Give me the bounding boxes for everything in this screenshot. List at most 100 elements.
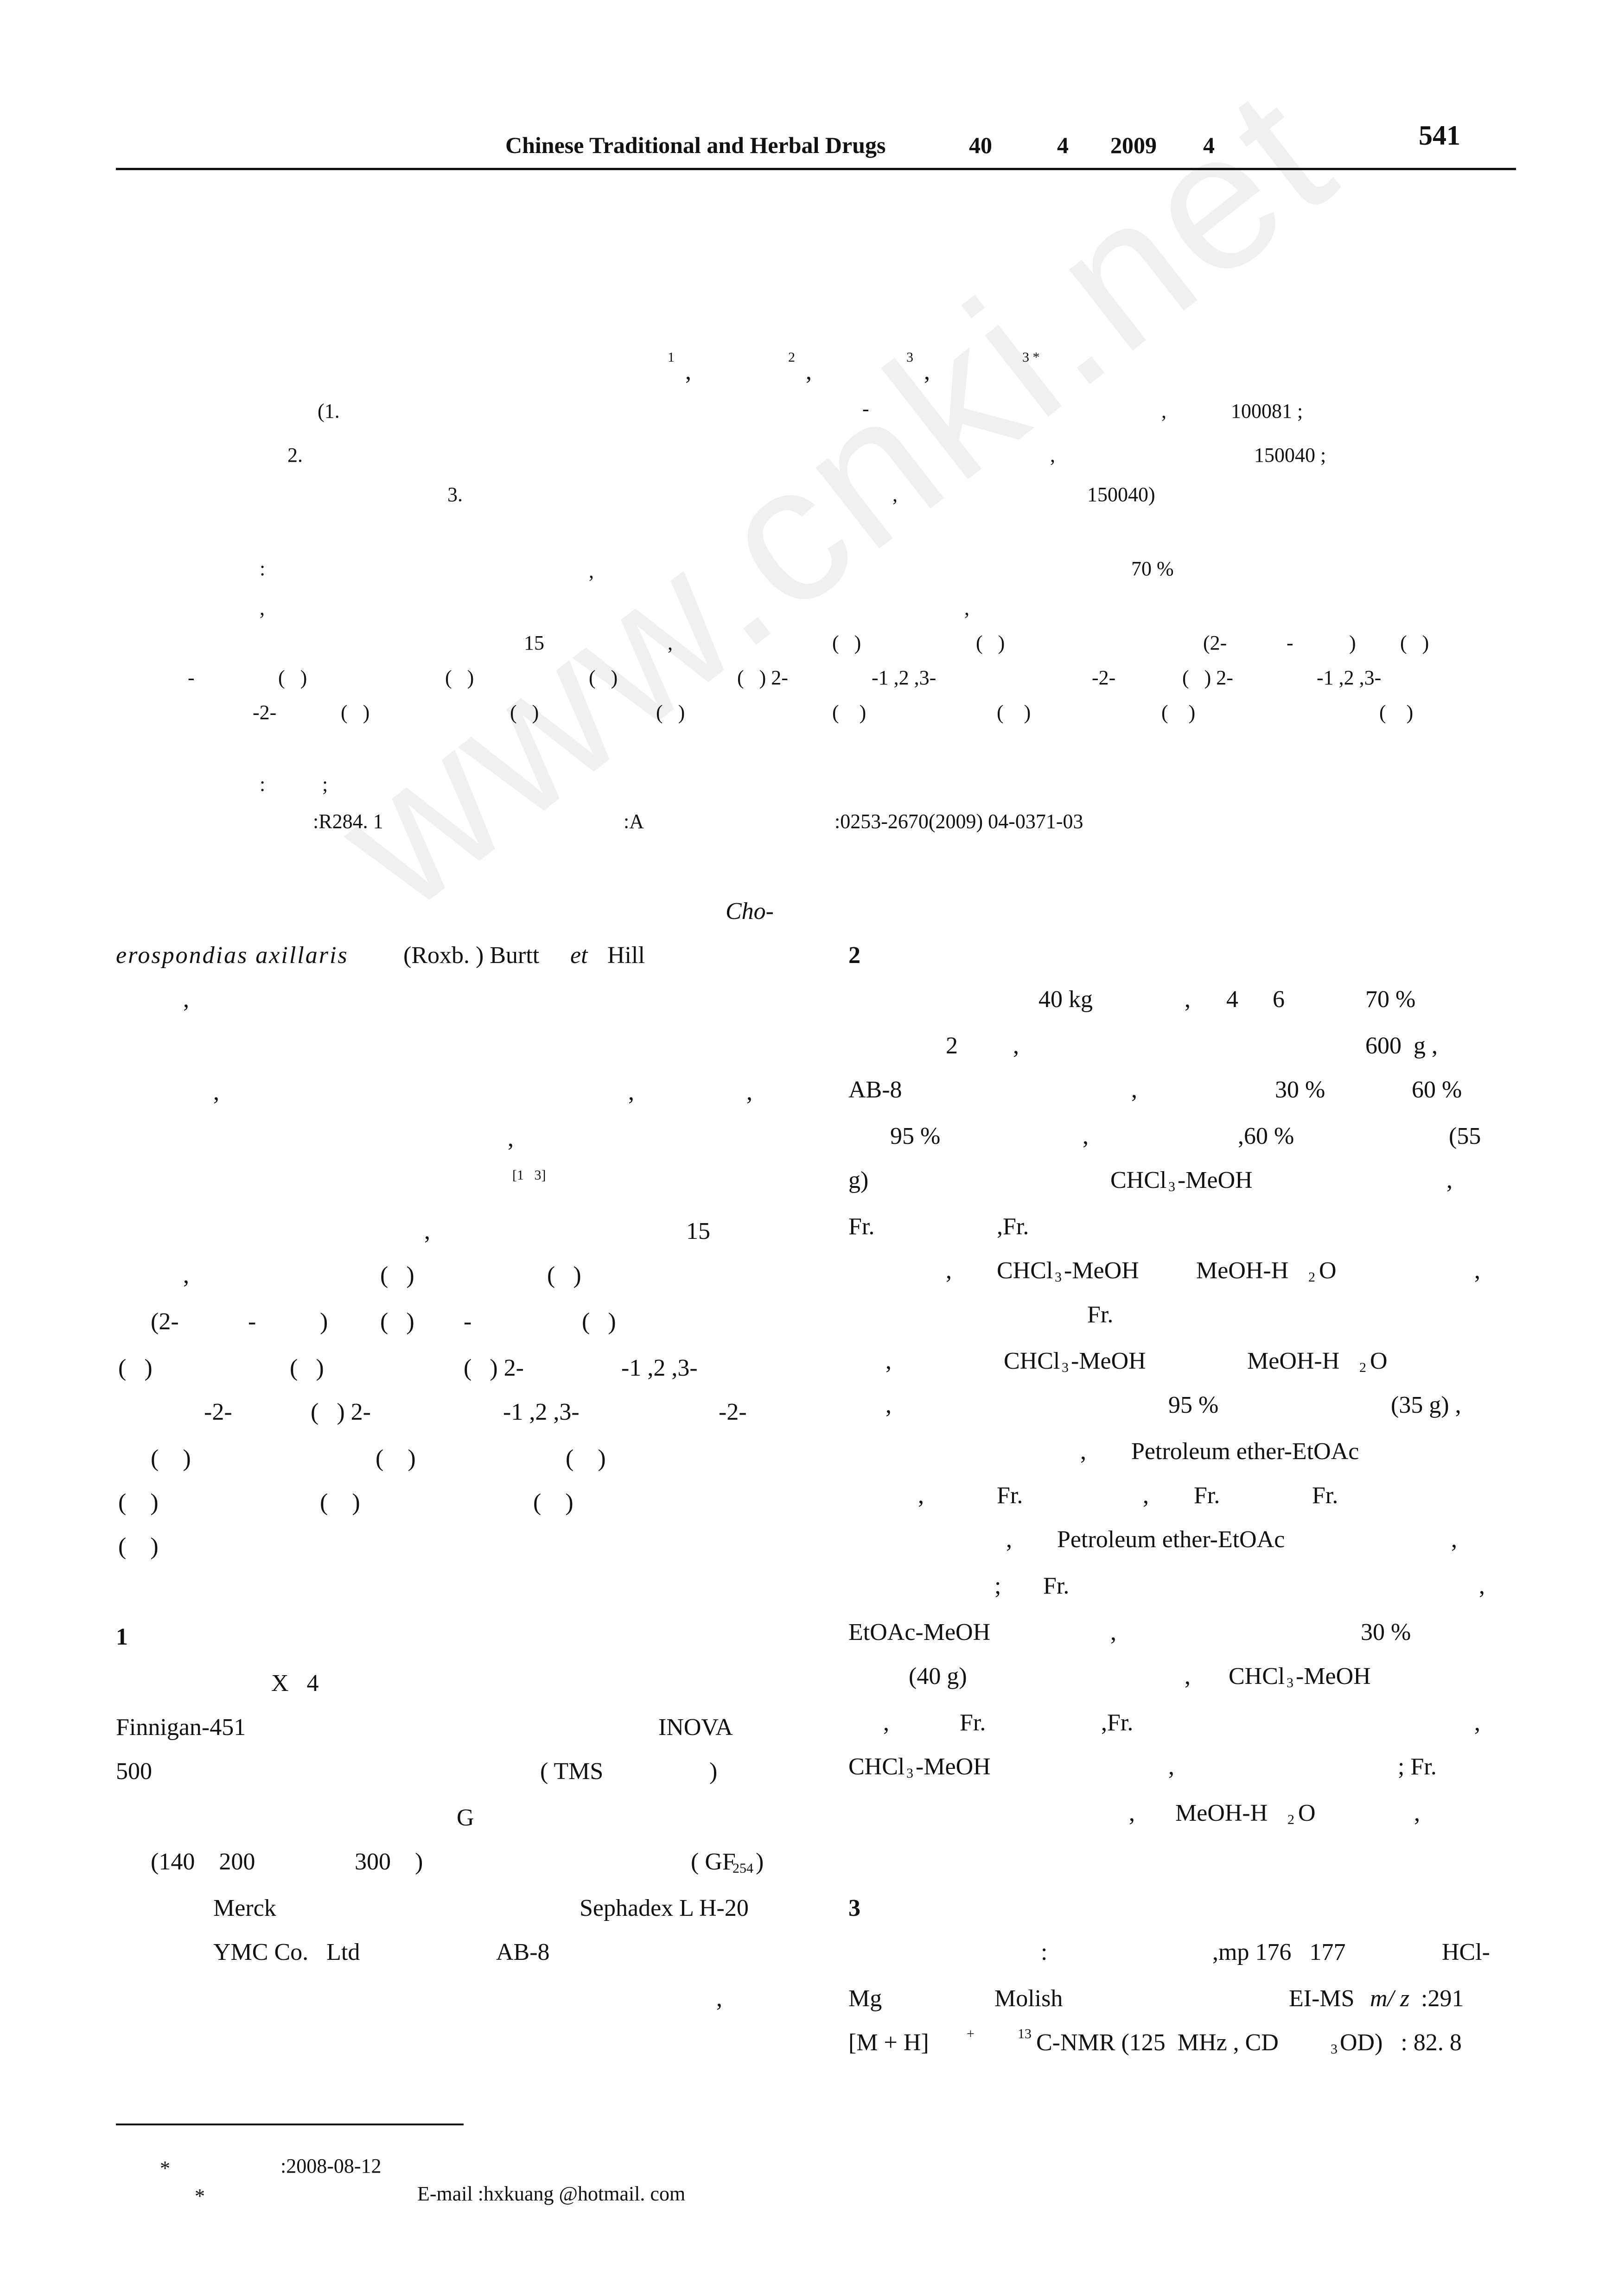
affil-3-zip: 150040) (1087, 483, 1155, 506)
section-2-heading: 2 (848, 942, 860, 969)
abstract-text: 70 % (1131, 557, 1174, 580)
abstract-text: ( ) (656, 701, 685, 724)
paragraph-text: - (248, 1308, 256, 1335)
method-text: Fr. (960, 1709, 986, 1736)
citation-ref: [1 3] (512, 1167, 546, 1183)
abstract-text: -2- (1092, 666, 1116, 689)
method-text: 600 g , (1365, 1033, 1438, 1059)
page-number: 541 (1419, 120, 1460, 151)
abstract-text: ( ) (445, 666, 474, 689)
result-text: Mg (848, 1985, 882, 2012)
method-text: -MeOH (1064, 1257, 1139, 1284)
paragraph-text: 15 (686, 1218, 710, 1244)
intro-line: , (508, 1125, 514, 1152)
instrument-line: Sephadex L H-20 (580, 1895, 749, 1921)
method-text: , (1131, 1077, 1137, 1103)
paragraph-text: ( ) (290, 1355, 324, 1381)
abstract-text: ) (1349, 631, 1356, 654)
corresponding-email[interactable]: E-mail :hxkuang @hotmail. com (417, 2182, 686, 2205)
intro-line: , (746, 1079, 752, 1105)
method-text: O (1298, 1800, 1316, 1826)
method-text: , (1080, 1438, 1086, 1465)
method-text: , (1474, 1709, 1480, 1736)
abstract-text: 15 (524, 631, 544, 654)
method-text: 2 (1308, 1269, 1315, 1285)
instrument-line: AB-8 (496, 1939, 550, 1965)
method-text: 2 (1359, 1360, 1366, 1375)
method-text: -MeOH (1071, 1348, 1146, 1374)
intro-line: , (183, 986, 189, 1013)
instrument-line: , (716, 1985, 722, 2012)
paragraph-text: ( ) (547, 1262, 581, 1288)
method-text: Fr. (848, 1213, 875, 1240)
abstract-text: -2- (253, 701, 277, 724)
method-text: ,Fr. (1101, 1709, 1134, 1736)
instrument-line: INOVA (658, 1714, 733, 1741)
method-text: CHCl (1004, 1348, 1060, 1374)
affil-3-comma: , (892, 483, 898, 506)
result-text: + (967, 2026, 975, 2041)
paragraph-text: ( ) (118, 1489, 159, 1516)
method-text: (40 g) (909, 1663, 967, 1690)
result-text: Molish (994, 1985, 1063, 2012)
result-text: m/ z (1370, 1985, 1410, 2012)
species-name: erospondias axillaris (116, 942, 349, 969)
paragraph-text: ( ) (380, 1308, 414, 1335)
abstract-text: ( ) (589, 666, 618, 689)
method-text: , (1185, 986, 1191, 1013)
abstract-text: -1 ,2 ,3- (872, 666, 936, 689)
method-text: CHCl (997, 1257, 1053, 1284)
paragraph-text: ( ) (376, 1445, 416, 1472)
paragraph-text: ( ) (566, 1445, 606, 1472)
result-text: HCl- (1442, 1939, 1490, 1965)
method-text: AB-8 (848, 1077, 902, 1103)
method-text: , (1185, 1663, 1191, 1690)
method-text: 3 (906, 1766, 913, 1781)
result-text: OD) : 82. 8 (1340, 2029, 1462, 2056)
keywords-sep: ; (322, 773, 328, 796)
method-text: Petroleum ether-EtOAc (1057, 1526, 1285, 1553)
species-authority: (Roxb. ) Burtt (403, 942, 540, 969)
author-1-affil: 1 (668, 350, 675, 365)
instrument-line: Merck (213, 1895, 276, 1921)
method-text: Fr. (1312, 1482, 1338, 1509)
method-text: O (1319, 1257, 1337, 1284)
instrument-line: ( GF (691, 1849, 736, 1875)
abstract-text: ( ) 2- (1182, 666, 1233, 689)
journal-year: 2009 (1110, 132, 1157, 158)
affil-2-comma: , (1050, 444, 1055, 466)
clc-number: :R284. 1 (313, 810, 383, 833)
method-text: 3 (1055, 1269, 1062, 1285)
author-sep: , (806, 358, 812, 385)
abstract-text: - (1287, 631, 1293, 654)
abstract-text: ( ) (1379, 701, 1414, 724)
method-text: , (883, 1709, 889, 1736)
document-code: :A (624, 810, 644, 833)
instrument-line: G (457, 1805, 474, 1831)
method-text: , (1474, 1257, 1480, 1284)
paragraph-text: -1 ,2 ,3- (621, 1355, 698, 1381)
method-text: , (885, 1348, 892, 1374)
instrument-line: X 4 (271, 1670, 319, 1696)
author-sep: , (685, 358, 691, 385)
paragraph-text: (2- (151, 1308, 179, 1335)
method-text: 3 (1062, 1360, 1069, 1375)
method-text: 30 % (1275, 1077, 1325, 1103)
abstract-text: ( ) 2- (737, 666, 788, 689)
paragraph-text: - (464, 1308, 472, 1335)
affil-2-zip: 150040 ; (1254, 444, 1326, 466)
method-text: 2 (1287, 1812, 1294, 1827)
abstract-text: ( ) (832, 631, 861, 654)
abstract-label: : (260, 557, 266, 580)
paragraph-text: ( ) 2- (464, 1355, 524, 1381)
paragraph-text: , (424, 1218, 430, 1244)
article-id: :0253-2670(2009) 04-0371-03 (834, 810, 1083, 833)
method-text: , (1446, 1167, 1452, 1193)
paragraph-text: -1 ,2 ,3- (503, 1399, 580, 1425)
affil-1-zip: 100081 ; (1231, 400, 1303, 422)
paragraph-text: ( ) (118, 1533, 159, 1560)
section-1-heading: 1 (116, 1624, 128, 1650)
method-text: , (885, 1392, 892, 1418)
abstract-text: ( ) (510, 701, 539, 724)
method-text: 60 % (1412, 1077, 1462, 1103)
